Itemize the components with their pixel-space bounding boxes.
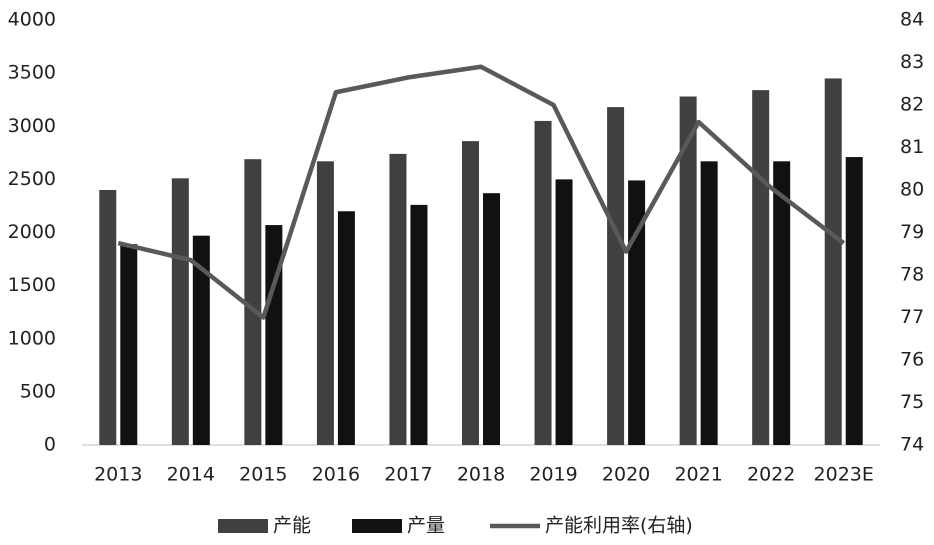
- x-tick-label: 2021: [674, 464, 722, 486]
- y-tick-label: 3000: [8, 115, 56, 137]
- legend-label: 产能利用率(右轴): [545, 515, 693, 537]
- bar: [845, 157, 863, 445]
- bar: [483, 193, 500, 445]
- y2-tick-label: 81: [900, 136, 924, 158]
- bar: [555, 179, 573, 445]
- y2-tick-label: 82: [900, 94, 924, 116]
- bar: [244, 159, 262, 445]
- bar: [773, 161, 791, 445]
- legend-swatch: [218, 519, 268, 533]
- y-tick-label: 4000: [8, 9, 56, 31]
- x-tick-label: 2019: [529, 464, 577, 486]
- y2-tick-label: 76: [900, 349, 924, 371]
- x-tick-label: 2017: [384, 464, 432, 486]
- y-tick-label: 2500: [8, 168, 56, 190]
- y2-tick-label: 83: [900, 51, 924, 73]
- bar: [628, 180, 646, 445]
- y-tick-label: 500: [20, 380, 56, 402]
- legend-label: 产量: [407, 515, 445, 537]
- y2-tick-label: 78: [900, 264, 924, 286]
- bar: [337, 211, 355, 445]
- bar: [410, 204, 428, 445]
- bar: [171, 178, 189, 445]
- bar: [192, 235, 210, 445]
- bar: [265, 225, 283, 445]
- y2-tick-label: 75: [900, 391, 924, 413]
- legend-swatch: [352, 519, 402, 533]
- bar: [389, 153, 407, 445]
- bar: [824, 78, 842, 445]
- y-tick-label: 3500: [8, 62, 56, 84]
- bar: [534, 120, 552, 445]
- legend-label: 产能: [273, 515, 311, 537]
- bar: [120, 244, 138, 445]
- bar: [607, 107, 625, 445]
- x-tick-label: 2023E: [814, 464, 874, 486]
- y2-tick-label: 79: [900, 221, 924, 243]
- x-tick-label: 2018: [457, 464, 505, 486]
- x-tick-label: 2014: [167, 464, 215, 486]
- bar: [679, 96, 697, 445]
- x-tick-label: 2015: [239, 464, 287, 486]
- y-tick-label: 1500: [8, 274, 56, 296]
- bar: [99, 190, 117, 445]
- bar: [462, 141, 479, 445]
- y2-tick-label: 77: [900, 306, 924, 328]
- y2-tick-label: 84: [900, 9, 924, 31]
- y-tick-label: 2000: [8, 221, 56, 243]
- x-tick-label: 2013: [94, 464, 142, 486]
- x-tick-label: 2020: [602, 464, 650, 486]
- bar: [752, 90, 770, 445]
- x-tick-label: 2022: [747, 464, 795, 486]
- y2-tick-label: 80: [900, 179, 924, 201]
- bar: [700, 161, 718, 445]
- x-tick-label: 2016: [312, 464, 360, 486]
- line: [117, 64, 846, 320]
- y2-tick-label: 74: [900, 434, 924, 456]
- y-tick-label: 0: [44, 434, 56, 456]
- y-tick-label: 1000: [8, 327, 56, 349]
- bar: [316, 161, 334, 445]
